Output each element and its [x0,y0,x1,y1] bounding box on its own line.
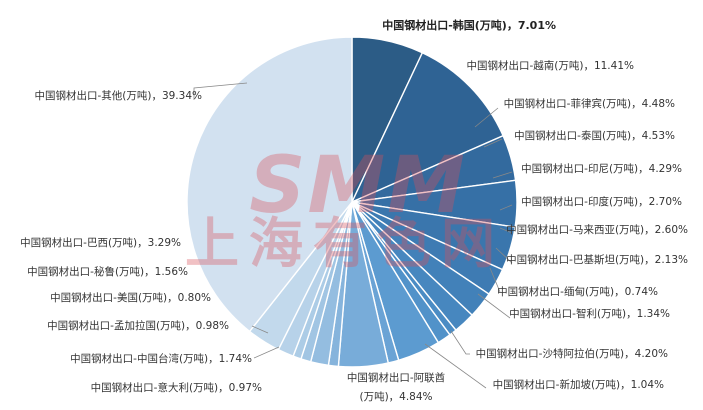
slice-label-5: 中国钢材出口-印尼(万吨)，4.29% [521,162,682,175]
leader-line-8 [495,247,513,264]
slice-label-9: 中国钢材出口-缅甸(万吨)，0.74% [497,285,658,298]
leader-line-10 [477,293,511,319]
slice-label-6: 中国钢材出口-印度(万吨)，2.70% [521,195,682,208]
leader-line-15 [253,346,280,359]
slice-label-19: 中国钢材出口-巴西(万吨)，3.29% [20,236,181,249]
slice-label-8: 中国钢材出口-巴基斯坦(万吨)，2.13% [506,253,688,266]
leader-line-7 [499,227,513,234]
leader-line-6 [499,204,513,211]
slice-label-12: 中国钢材出口-新加坡(万吨)，1.04% [493,378,664,391]
slice-label-14: 中国钢材出口-意大利(万吨)，0.97% [91,381,262,394]
slice-label-17: 中国钢材出口-美国(万吨)，0.80% [50,291,211,304]
leader-line-5 [492,171,513,179]
leader-line-16 [251,325,269,334]
leader-line-9 [489,267,501,293]
leader-line-12 [424,343,487,389]
leader-line-3 [474,107,499,128]
pie-slices [186,36,518,368]
leader-line-4 [483,138,503,148]
slice-label-7: 中国钢材出口-马来西亚(万吨)，2.60% [506,223,688,236]
watermark-chinese: 上海有色网 [185,212,505,275]
leader-line-20 [193,82,248,100]
slice-label-1: 中国钢材出口-韩国(万吨)，7.01% [382,18,556,32]
slice-label-15: 中国钢材出口-中国台湾(万吨)，1.74% [70,352,252,365]
slice-label-2: 中国钢材出口-越南(万吨)，11.41% [466,59,634,72]
leader-lines [193,82,513,389]
pie-slice-20 [186,36,353,333]
slice-label-13-line-1: 中国钢材出口-阿联酋 [347,371,445,384]
leader-line-11 [450,330,470,355]
slice-labels: 中国钢材出口-韩国(万吨)，7.01% 中国钢材出口-越南(万吨)，11.41% 中… [20,18,688,403]
pie-slice-2 [350,51,505,204]
watermark: SMM 上海有色网 [185,141,505,275]
slice-label-20: 中国钢材出口-其他(万吨)，39.34% [34,89,202,102]
watermark-latin: SMM [249,141,466,231]
slice-label-16: 中国钢材出口-孟加拉国(万吨)，0.98% [47,319,229,332]
slice-label-18: 中国钢材出口-秘鲁(万吨)，1.56% [27,265,188,278]
slice-label-4: 中国钢材出口-泰国(万吨)，4.53% [514,129,675,142]
slice-label-3: 中国钢材出口-菲律宾(万吨)，4.48% [504,97,675,110]
slice-label-10: 中国钢材出口-智利(万吨)，1.34% [509,307,670,320]
slice-label-11: 中国钢材出口-沙特阿拉伯(万吨)，4.20% [476,347,668,360]
slice-label-13-line-2: (万吨)，4.84% [359,390,432,403]
